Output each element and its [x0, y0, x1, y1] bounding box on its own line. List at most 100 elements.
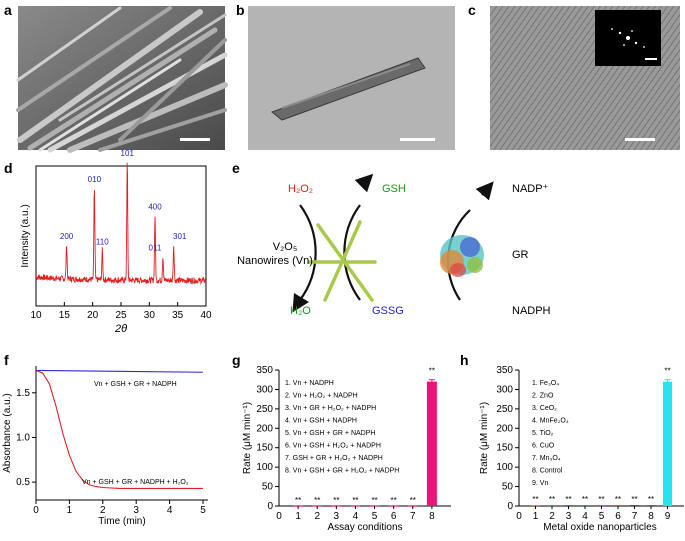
metal-oxide-ytick-label: 250 — [496, 404, 513, 415]
assay-significance: ** — [410, 496, 416, 505]
gssg-label: GSSG — [372, 305, 404, 317]
metal-oxide-bar — [547, 505, 557, 507]
metal-oxide-xtick-label: 1 — [533, 511, 539, 522]
absorbance-xtick-label: 3 — [133, 505, 139, 516]
metal-oxide-xtick-label: 9 — [665, 511, 671, 522]
metal-oxide-ytick-label: 150 — [496, 443, 513, 454]
assay-xtick-label: 2 — [314, 511, 320, 522]
absorbance-xtick-label: 5 — [200, 505, 206, 516]
assay-bar — [426, 381, 437, 506]
metal-oxide-ytick-label: 350 — [496, 365, 513, 376]
xrd-xtick-label: 10 — [30, 310, 42, 321]
assay-xtick-label: 5 — [372, 511, 378, 522]
absorbance-xtick-label: 2 — [100, 505, 106, 516]
metal-oxide-bar — [663, 381, 672, 506]
metal-oxide-bar — [630, 505, 639, 507]
metal-oxide-significance: ** — [598, 495, 604, 504]
metal-oxide-bar — [564, 505, 573, 507]
assay-significance: ** — [352, 496, 358, 505]
assay-significance: ** — [295, 496, 301, 505]
metal-oxide-xtick-label: 7 — [632, 511, 638, 522]
metal-oxide-legend-item: 2. ZnO — [532, 393, 554, 400]
metal-oxide-xtick-label: 2 — [549, 511, 555, 522]
metal-oxide-ylabel: Rate (μM min⁻¹) — [479, 402, 490, 474]
assay-ytick-label: 200 — [256, 423, 273, 434]
absorbance-ytick-label: 1.5 — [16, 388, 30, 399]
xrd-peak-label: 011 — [149, 244, 162, 253]
assay-ytick-label: 300 — [256, 384, 273, 395]
metal-oxide-bar — [580, 505, 590, 507]
metal-oxide-ytick-label: 100 — [496, 462, 513, 473]
metal-oxide-significance: ** — [549, 495, 555, 504]
assay-legend-item: 8. Vn + GSH + GR + H₂O₂ + NADPH — [285, 468, 399, 475]
assay-ytick-label: 100 — [256, 462, 273, 473]
metal-oxide-legend-item: 1. Fe₃O₄ — [532, 380, 559, 387]
assay-xtick-label: 8 — [429, 511, 435, 522]
absorbance-xtick-label: 4 — [167, 505, 173, 516]
assay-significance: ** — [371, 496, 377, 505]
hrtem-image — [490, 6, 680, 150]
xrd-xlabel: 2θ — [114, 323, 127, 335]
assay-ylabel: Rate (μM min⁻¹) — [242, 402, 253, 474]
assay-legend-item: 4. Vn + GSH + NADPH — [285, 418, 357, 425]
absorbance-chart: 0 1 2 3 4 5 0.5 1.0 1.5 Vn + GSH + GR + NADPH Vn… — [2, 366, 208, 527]
assay-xtick-label-origin: 0 — [276, 511, 282, 522]
h2o2-label: H₂O₂ — [288, 183, 313, 195]
assay-significance: ** — [391, 496, 397, 505]
series-label-no-h2o2: Vn + GSH + GR + NADPH — [94, 381, 177, 388]
metal-oxide-legend-item: 5. TiO₂ — [532, 430, 554, 437]
xrd-peak-label: 200 — [60, 232, 74, 241]
metal-oxide-significance: ** — [664, 367, 670, 376]
xrd-xtick-label: 25 — [115, 310, 127, 321]
series-label-with-h2o2: Vn + GSH + GR + NADPH + H₂O₂ — [82, 479, 189, 486]
metal-oxide-legend-item: 6. CuO — [532, 443, 555, 450]
series-line-with-h2o2 — [35, 369, 203, 489]
middle-arc-arrow — [343, 204, 361, 301]
panel-letter-b: b — [236, 2, 245, 18]
xrd-peak-label: 110 — [96, 238, 109, 247]
panel-letter-h: h — [460, 352, 469, 368]
vn-label-line2: Nanowires (Vn) — [237, 255, 313, 267]
h2o-label: H₂O — [290, 305, 311, 317]
metal-oxide-significance: ** — [582, 495, 588, 504]
metal-oxide-xtick-label: 5 — [599, 511, 605, 522]
tem-image — [248, 6, 455, 150]
metal-oxide-significance: ** — [565, 495, 571, 504]
assay-legend-item: 3. Vn + GR + H₂O₂ + NADPH — [285, 405, 376, 412]
series-line-no-h2o2 — [35, 369, 204, 373]
absorbance-xlabel: Time (min) — [98, 516, 145, 527]
metal-oxide-legend-item: 9. Vn — [532, 480, 548, 487]
xrd-xtick-label: 30 — [144, 310, 156, 321]
xrd-xtick-label: 40 — [200, 310, 212, 321]
assay-xlabel: Assay conditions — [327, 522, 402, 533]
panel-letter-g: g — [232, 352, 241, 368]
metal-oxide-xtick-label: 6 — [615, 511, 621, 522]
xrd-peak-label: 101 — [121, 149, 135, 158]
metal-oxide-xtick-label-origin: 0 — [516, 511, 522, 522]
assay-legend-item: 7. GSH + GR + H₂O₂ + NADPH — [285, 455, 383, 462]
absorbance-xtick-label: 0 — [33, 505, 39, 516]
absorbance-ytick-label: 0.5 — [16, 477, 30, 488]
absorbance-ytick-label: 1.0 — [16, 432, 30, 443]
absorbance-xtick-label: 1 — [67, 505, 73, 516]
assay-xtick-label: 4 — [353, 511, 359, 522]
nadp-plus-label: NADP⁺ — [512, 183, 549, 195]
absorbance-ylabel: Absorbance (a.u.) — [2, 393, 13, 473]
metal-oxide-bar — [646, 505, 656, 507]
xrd-xtick-label: 35 — [172, 310, 184, 321]
nadph-label: NADPH — [512, 305, 551, 317]
assay-ytick-label: 50 — [262, 482, 274, 493]
metal-oxide-significance: ** — [615, 495, 621, 504]
xrd-xtick-label: 20 — [87, 310, 99, 321]
sem-image — [16, 6, 228, 153]
assay-ytick-label: 350 — [256, 365, 273, 376]
metal-oxide-legend-item: 7. Mn₃O₄ — [532, 455, 561, 462]
gr-label: GR — [512, 249, 529, 261]
metal-oxide-ytick-label: 0 — [507, 501, 513, 512]
metal-oxide-ytick-label: 50 — [502, 482, 514, 493]
assay-legend-item: 6. Vn + GSH + H₂O₂ + NADPH — [285, 443, 381, 450]
xrd-peak-label: 301 — [173, 232, 187, 241]
nanowires-drawing — [308, 220, 377, 302]
metal-oxide-bar — [531, 505, 540, 507]
